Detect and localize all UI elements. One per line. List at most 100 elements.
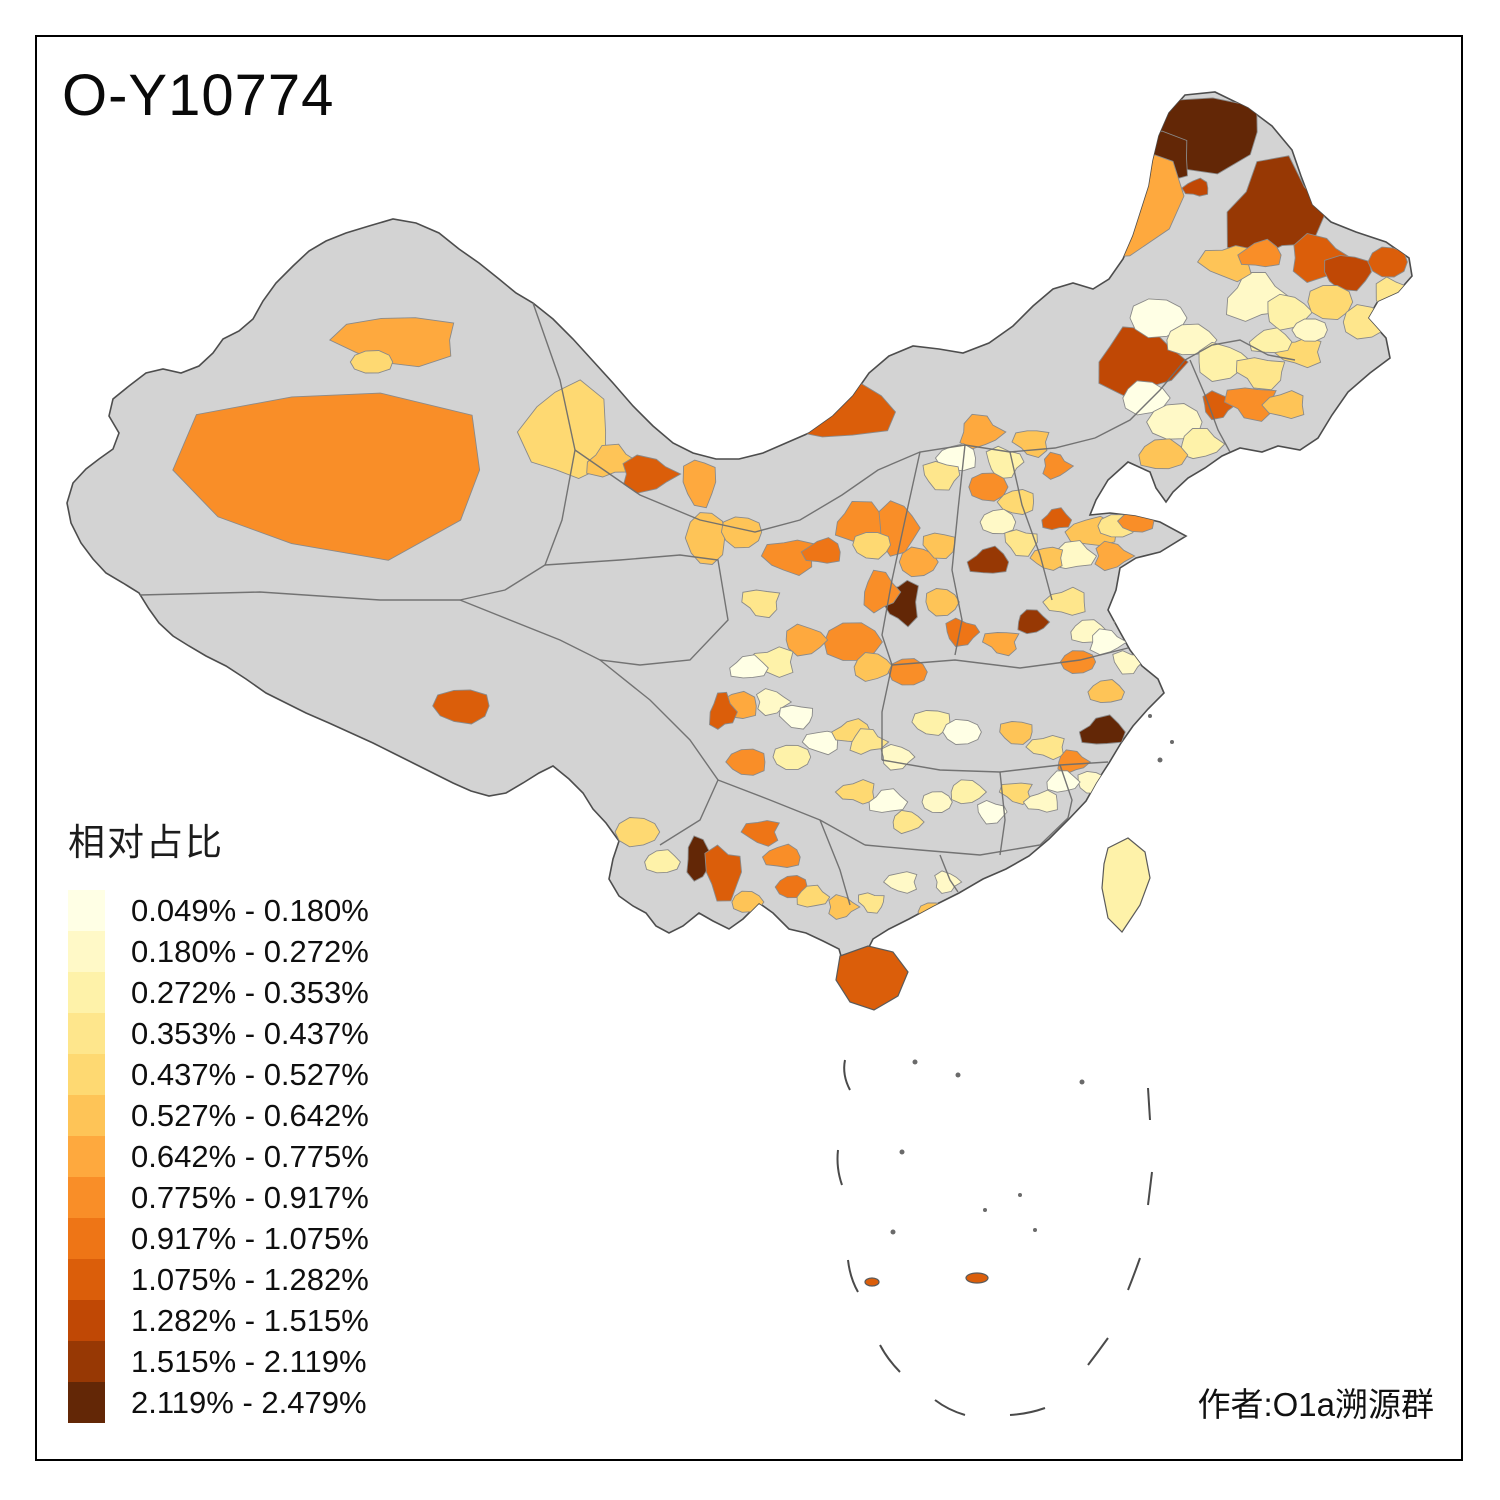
prefecture-patch — [981, 632, 1020, 657]
prefecture-patch — [785, 623, 829, 657]
islands-group — [835, 714, 1174, 1287]
prefecture-patch — [432, 689, 490, 725]
sea-islet — [1079, 1079, 1085, 1085]
province-borders — [139, 302, 1296, 906]
prefecture-patch — [945, 617, 981, 647]
nine-dash-line — [836, 1059, 1153, 1416]
prefecture-patch — [999, 721, 1033, 745]
prefecture-patch — [1087, 679, 1126, 704]
prefecture-patch — [868, 788, 909, 813]
legend-class-label: 0.917% - 1.075% — [131, 1221, 369, 1256]
legend-class-label: 0.353% - 0.437% — [131, 1016, 369, 1051]
legend-row: 0.527% - 0.642% — [68, 1095, 369, 1136]
sea-islet — [899, 1149, 905, 1155]
prefecture-patch — [729, 654, 769, 679]
legend-color-swatch — [68, 1177, 105, 1218]
prefecture-patch — [1067, 838, 1096, 859]
legend-class-label: 2.119% - 2.479% — [131, 1385, 367, 1420]
prefecture-patch — [755, 688, 793, 717]
legend-row: 2.119% - 2.479% — [68, 1382, 369, 1423]
legend-row: 1.515% - 2.119% — [68, 1341, 369, 1382]
sea-islet — [1018, 1193, 1022, 1197]
sea-islet — [890, 1229, 896, 1235]
prefecture-patch — [892, 809, 925, 835]
prefecture-patch — [977, 800, 1008, 825]
prefecture-patch — [720, 516, 763, 549]
prefecture-patch — [1042, 586, 1086, 616]
prefecture-patch — [954, 896, 980, 915]
legend-color-swatch — [68, 890, 105, 931]
spratly-island — [965, 1272, 989, 1284]
legend-color-swatch — [68, 1136, 105, 1177]
prefecture-patch — [925, 588, 960, 617]
prefecture-patch — [1226, 155, 1327, 258]
prefecture-patch — [1138, 438, 1189, 470]
prefecture-patch — [622, 454, 682, 494]
prefecture-patch — [1375, 276, 1407, 326]
legend-row: 0.049% - 0.180% — [68, 890, 369, 931]
prefecture-patch — [329, 317, 455, 368]
prefecture-patch — [921, 791, 953, 813]
prefecture-patch — [1041, 507, 1073, 531]
prefecture-patch — [996, 489, 1035, 515]
legend-row: 0.272% - 0.353% — [68, 972, 369, 1013]
sea-islet — [983, 1208, 987, 1212]
prefecture-patch — [853, 652, 894, 682]
prefecture-patch — [959, 413, 1007, 450]
legend: 相对占比 0.049% - 0.180% 0.180% - 0.272% 0.272… — [68, 812, 369, 1423]
legend-class-label: 0.437% - 0.527% — [131, 1057, 369, 1092]
prefecture-patch — [1042, 451, 1075, 480]
prefecture-patch — [1248, 327, 1293, 354]
prefecture-patch — [1324, 254, 1372, 292]
legend-row: 1.075% - 1.282% — [68, 1259, 369, 1300]
prefecture-patch — [834, 779, 875, 805]
paracel-island — [864, 1277, 880, 1287]
prefecture-patch — [849, 728, 890, 755]
prefecture-patch — [1057, 749, 1092, 775]
prefecture-patch — [1011, 430, 1050, 458]
prefecture-patch — [1261, 390, 1305, 419]
sea-islet — [912, 1059, 918, 1065]
prefecture-patch — [1008, 870, 1040, 893]
legend-class-label: 1.282% - 1.515% — [131, 1303, 369, 1338]
prefecture-patch — [1072, 815, 1104, 839]
prefecture-patch — [898, 546, 939, 578]
prefecture-patch — [1181, 177, 1209, 197]
prefecture-patch — [1089, 628, 1128, 656]
legend-color-swatch — [68, 1095, 105, 1136]
prefecture-patch — [975, 881, 1007, 901]
prefecture-patch — [1235, 357, 1286, 391]
legend-row: 0.437% - 0.527% — [68, 1054, 369, 1095]
prefecture-patch — [1223, 387, 1277, 422]
prefecture-patch — [1098, 792, 1127, 812]
prefecture-patch — [686, 835, 716, 882]
sea-islet — [955, 1072, 961, 1078]
prefecture-patch — [800, 537, 841, 564]
page-title: O-Y10774 — [62, 63, 335, 128]
legend-class-label: 1.075% - 1.282% — [131, 1262, 369, 1297]
prefecture-patch — [740, 820, 780, 847]
prefecture-patch — [968, 472, 1009, 502]
legend-title: 相对占比 — [68, 822, 224, 863]
prefecture-patch — [516, 379, 607, 479]
legend-class-label: 0.272% - 0.353% — [131, 975, 369, 1010]
prefecture-patch — [1307, 285, 1354, 321]
prefecture-patch — [725, 748, 766, 776]
prefecture-patch — [684, 512, 726, 565]
sea-islet — [1033, 1228, 1037, 1232]
prefecture-patch — [614, 817, 661, 848]
attribution-text: 作者:O1a溯源群 — [1197, 1386, 1434, 1423]
prefecture-patch — [172, 392, 481, 561]
prefecture-patch — [772, 744, 812, 770]
prefecture-patch — [682, 459, 717, 509]
legend-color-swatch — [68, 1341, 105, 1382]
prefecture-patch — [1017, 609, 1051, 635]
legend-class-label: 0.049% - 0.180% — [131, 893, 369, 928]
legend-class-label: 0.642% - 0.775% — [131, 1139, 369, 1174]
prefecture-patch — [796, 884, 831, 908]
legend-class-label: 0.180% - 0.272% — [131, 934, 369, 969]
legend-color-swatch — [68, 1300, 105, 1341]
prefecture-patch — [761, 843, 801, 868]
prefecture-patch — [778, 704, 814, 730]
